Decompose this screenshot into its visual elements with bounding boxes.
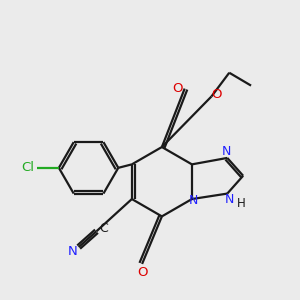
Text: H: H bbox=[237, 197, 245, 210]
Text: O: O bbox=[172, 82, 183, 95]
Text: N: N bbox=[189, 194, 199, 206]
Text: C: C bbox=[99, 222, 108, 235]
Text: N: N bbox=[68, 244, 78, 258]
Text: O: O bbox=[137, 266, 147, 279]
Text: N: N bbox=[222, 146, 231, 158]
Text: Cl: Cl bbox=[22, 161, 34, 174]
Text: O: O bbox=[211, 88, 222, 101]
Text: N: N bbox=[225, 193, 234, 206]
